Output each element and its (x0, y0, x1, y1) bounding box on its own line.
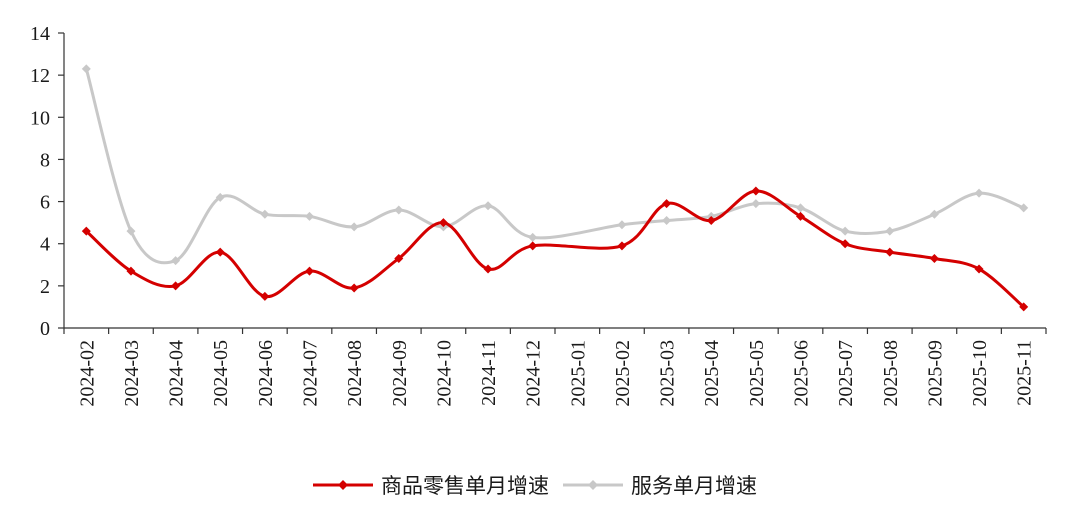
legend: 商品零售单月增速 服务单月增速 (0, 470, 1080, 500)
x-tick-label: 2025-05 (746, 340, 768, 407)
data-point[interactable] (81, 226, 91, 236)
data-point[interactable] (840, 239, 850, 249)
x-tick-label: 2024-08 (344, 340, 366, 407)
y-tick-label: 8 (40, 149, 50, 171)
x-tick-label: 2025-10 (969, 340, 991, 407)
x-tick-label: 2024-03 (121, 340, 143, 407)
legend-item-services[interactable]: 服务单月增速 (563, 470, 757, 500)
data-point[interactable] (126, 226, 136, 236)
data-point[interactable] (483, 201, 493, 211)
data-point[interactable] (751, 186, 761, 196)
series-layer (81, 64, 1029, 312)
data-point[interactable] (1019, 302, 1029, 312)
series-line (85, 189, 1025, 309)
data-point[interactable] (215, 192, 225, 202)
legend-item-retail[interactable]: 商品零售单月增速 (313, 470, 549, 500)
x-tick-label: 2025-09 (924, 340, 946, 407)
legend-services-label: 服务单月增速 (631, 474, 757, 498)
data-point[interactable] (349, 222, 359, 232)
data-point[interactable] (751, 199, 761, 209)
line-chart: 0 2 4 6 8 10 12 14 2024-02 2024-03 2024-04 2024-05… (30, 23, 1047, 407)
data-point[interactable] (1019, 203, 1029, 213)
series-line (84, 68, 1025, 265)
x-tick-label: 2025-03 (657, 340, 679, 407)
data-point[interactable] (706, 216, 716, 226)
series-services (81, 64, 1029, 266)
legend-retail-label: 商品零售单月增速 (381, 474, 549, 498)
data-point[interactable] (974, 264, 984, 274)
x-tick-label: 2025-08 (880, 340, 902, 407)
data-point[interactable] (796, 203, 805, 213)
y-tick-label: 0 (40, 318, 50, 340)
x-tick-label: 2025-11 (1014, 340, 1036, 406)
data-point[interactable] (528, 241, 538, 251)
data-point[interactable] (885, 247, 895, 257)
x-tick-label: 2024-06 (255, 340, 277, 407)
x-tick-label: 2025-06 (791, 340, 813, 407)
x-tick-label: 2025-04 (701, 340, 723, 407)
x-tick-label: 2025-07 (835, 340, 857, 407)
x-tick-label: 2024-12 (523, 340, 545, 407)
y-tick-label: 4 (40, 234, 50, 256)
legend-retail-swatch (313, 480, 373, 490)
data-point[interactable] (662, 216, 672, 226)
data-point[interactable] (171, 256, 181, 266)
data-point[interactable] (617, 241, 627, 251)
data-point[interactable] (528, 232, 538, 242)
data-point[interactable] (617, 220, 627, 230)
data-point[interactable] (81, 64, 91, 74)
data-point[interactable] (974, 188, 984, 198)
data-point[interactable] (215, 247, 225, 257)
data-point[interactable] (929, 253, 939, 263)
data-point[interactable] (662, 199, 672, 209)
data-point[interactable] (349, 283, 359, 293)
x-tick-label: 2024-04 (166, 340, 188, 407)
x-tick-label: 2024-07 (300, 340, 322, 407)
data-point[interactable] (126, 266, 136, 276)
data-point[interactable] (438, 218, 448, 228)
data-point[interactable] (260, 291, 270, 301)
series-retail (81, 186, 1029, 312)
legend-services-swatch (563, 480, 623, 490)
y-tick-label: 12 (30, 65, 50, 87)
x-tick-label: 2024-09 (389, 340, 411, 407)
data-point[interactable] (796, 211, 805, 221)
data-point[interactable] (260, 209, 270, 219)
y-tick-label: 14 (30, 23, 50, 45)
y-axis: 0 2 4 6 8 10 12 14 (30, 23, 65, 340)
y-tick-label: 6 (40, 192, 50, 214)
x-tick-label: 2024-11 (478, 340, 500, 406)
x-tick-label: 2024-02 (76, 340, 98, 407)
data-point[interactable] (929, 209, 939, 219)
y-tick-label: 2 (40, 276, 50, 298)
data-point[interactable] (394, 205, 404, 215)
data-point[interactable] (394, 253, 404, 263)
x-tick-label: 2025-01 (567, 340, 589, 407)
x-tick-label: 2025-02 (612, 340, 634, 407)
data-point[interactable] (305, 266, 314, 276)
x-tick-label: 2024-10 (433, 340, 455, 407)
data-point[interactable] (171, 281, 181, 291)
y-tick-label: 10 (30, 107, 50, 129)
data-point[interactable] (305, 211, 314, 221)
data-point[interactable] (483, 264, 493, 274)
data-point[interactable] (885, 226, 895, 236)
x-axis: 2024-02 2024-03 2024-04 2024-05 2024-06 2024-… (63, 327, 1047, 407)
data-point[interactable] (840, 226, 850, 236)
x-tick-label: 2024-05 (210, 340, 232, 407)
